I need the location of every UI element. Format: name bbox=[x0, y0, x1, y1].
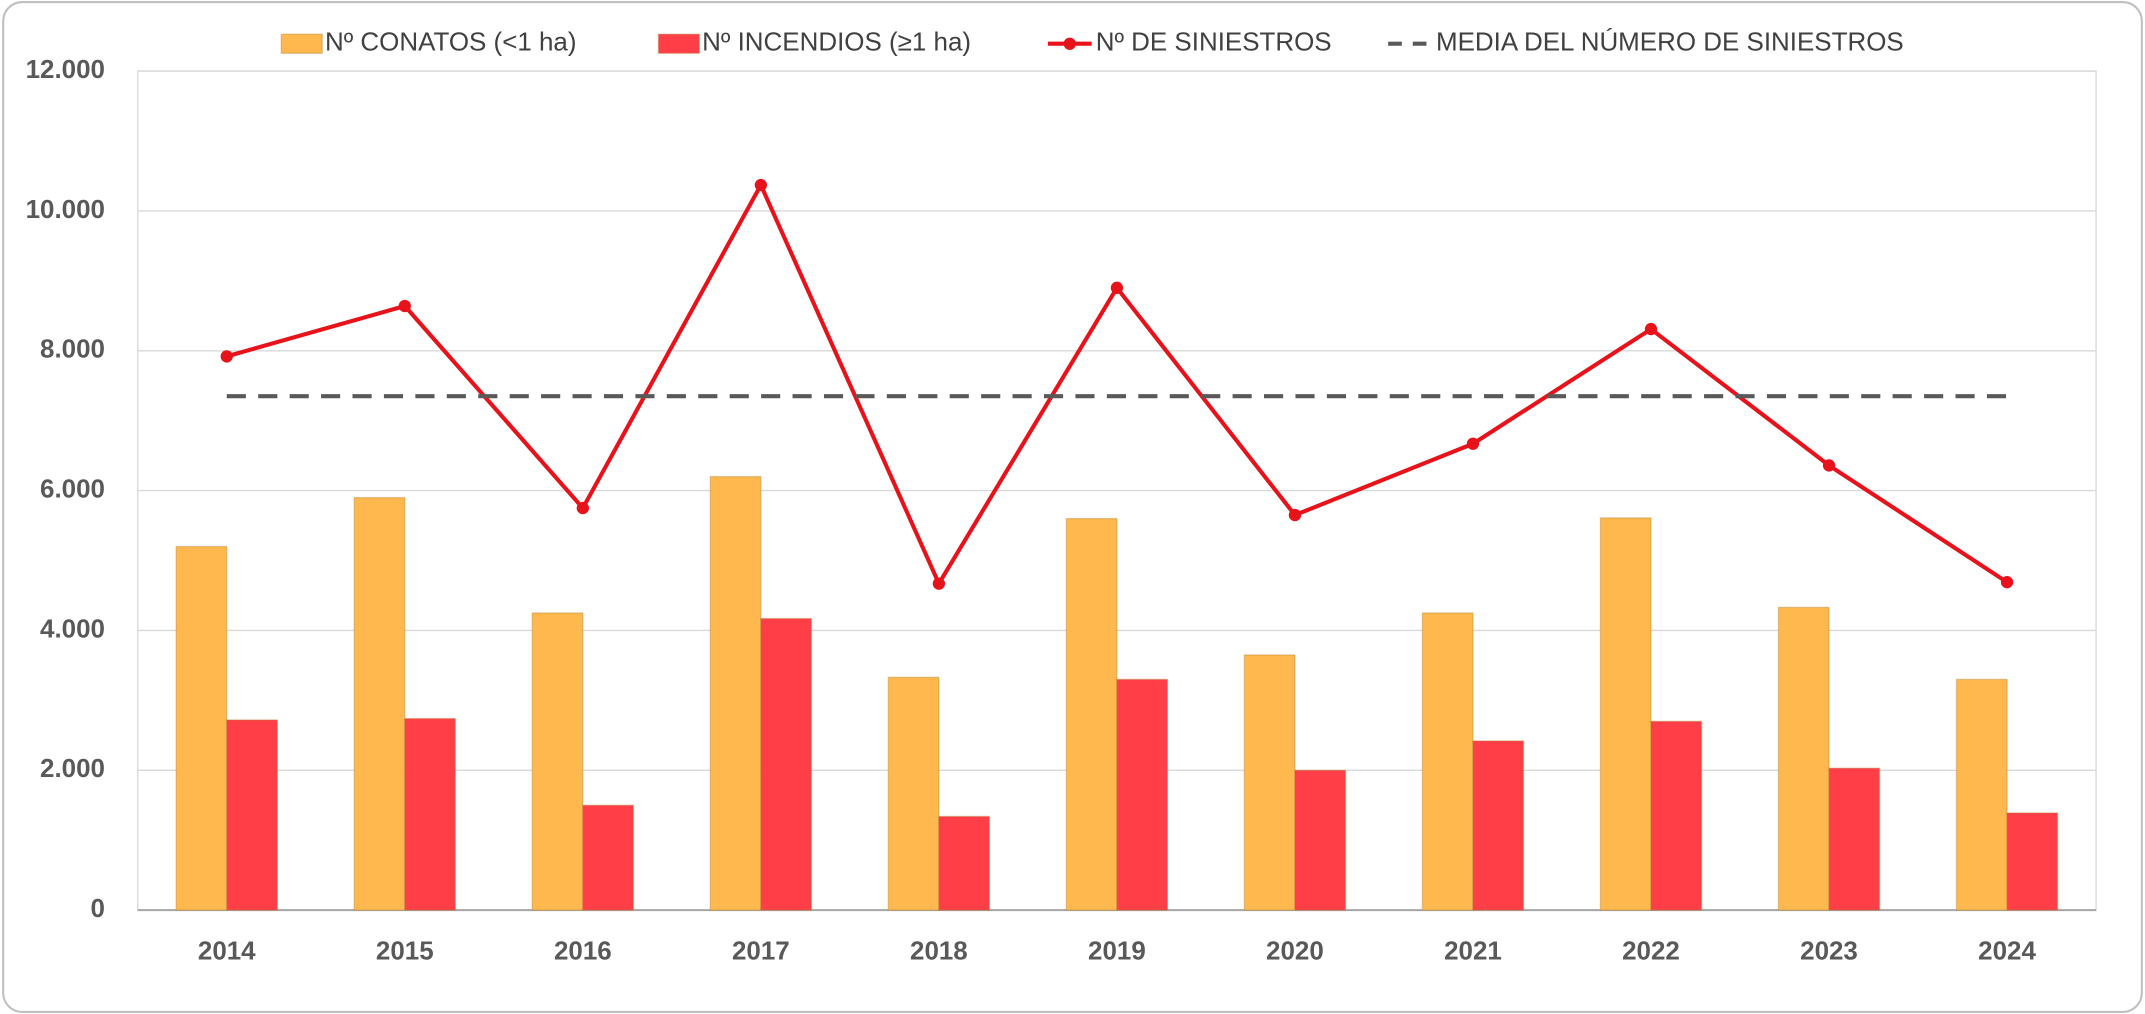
bar bbox=[887, 676, 940, 911]
point bbox=[398, 299, 411, 313]
bar bbox=[1955, 678, 2008, 911]
bar bbox=[175, 545, 228, 911]
point bbox=[576, 501, 589, 515]
bar bbox=[353, 496, 406, 911]
y-tick-label: 4.000 bbox=[40, 613, 105, 643]
bar bbox=[531, 612, 584, 911]
bar bbox=[1116, 678, 1169, 911]
x-tick-label: 2017 bbox=[732, 935, 790, 965]
point bbox=[754, 178, 768, 192]
legend-label: Nº CONATOS (<1 ha) bbox=[325, 27, 577, 57]
legend-swatch bbox=[280, 33, 323, 54]
point bbox=[1644, 322, 1658, 336]
bar bbox=[1472, 740, 1525, 911]
bar bbox=[404, 717, 457, 911]
point bbox=[1822, 459, 1836, 472]
bar bbox=[1294, 769, 1347, 911]
legend-label: Nº INCENDIOS (≥1 ha) bbox=[702, 27, 971, 57]
legend-swatch bbox=[657, 33, 701, 54]
bar bbox=[1650, 720, 1703, 911]
bar bbox=[1065, 517, 1118, 911]
bar bbox=[709, 475, 762, 911]
x-tick-label: 2022 bbox=[1622, 935, 1680, 965]
y-tick-label: 2.000 bbox=[40, 753, 105, 783]
point bbox=[2000, 576, 2014, 589]
x-tick-label: 2020 bbox=[1266, 935, 1324, 965]
bar bbox=[1828, 767, 1881, 911]
bar bbox=[2006, 812, 2059, 911]
x-tick-label: 2014 bbox=[198, 935, 256, 965]
bar bbox=[1599, 517, 1652, 911]
legend-label: Nº DE SINIESTROS bbox=[1096, 27, 1332, 57]
bar bbox=[938, 815, 991, 911]
y-tick-label: 10.000 bbox=[26, 194, 105, 224]
x-tick-label: 2019 bbox=[1088, 935, 1146, 965]
x-tick-label: 2015 bbox=[376, 935, 434, 965]
point bbox=[1110, 281, 1124, 294]
x-tick-label: 2024 bbox=[1978, 935, 2036, 965]
bar bbox=[760, 617, 813, 911]
x-tick-label: 2023 bbox=[1800, 935, 1858, 965]
x-tick-label: 2021 bbox=[1444, 935, 1502, 965]
bar bbox=[1421, 612, 1474, 911]
bar bbox=[226, 719, 279, 911]
x-tick-label: 2018 bbox=[910, 935, 968, 965]
point bbox=[1288, 508, 1302, 522]
y-tick-label: 6.000 bbox=[40, 473, 105, 503]
y-tick-label: 0 bbox=[91, 893, 105, 923]
bar bbox=[582, 804, 635, 911]
legend-marker bbox=[1063, 37, 1076, 50]
bar bbox=[1777, 606, 1830, 911]
point bbox=[932, 577, 946, 590]
point bbox=[220, 350, 233, 363]
bar bbox=[1243, 654, 1296, 911]
y-tick-label: 8.000 bbox=[40, 334, 105, 364]
legend-label: MEDIA DEL NÚMERO DE SINIESTROS bbox=[1436, 27, 1904, 57]
point bbox=[1466, 437, 1480, 450]
x-tick-label: 2016 bbox=[554, 935, 612, 965]
y-tick-label: 12.000 bbox=[26, 54, 105, 84]
